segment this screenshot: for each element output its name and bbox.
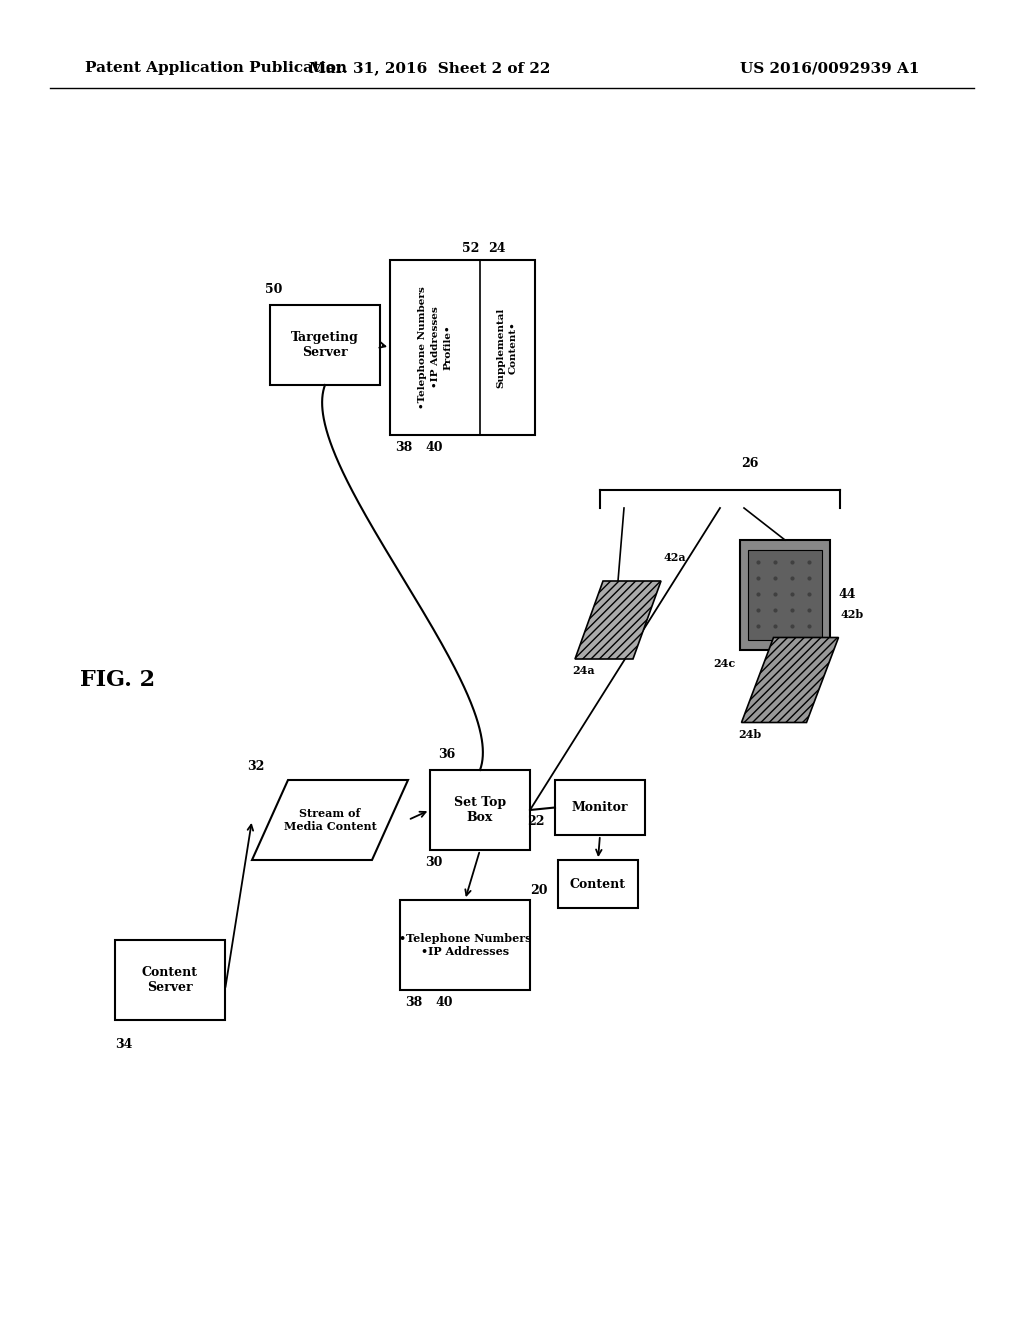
Text: 26: 26 [741, 457, 759, 470]
Text: 24c: 24c [713, 657, 735, 669]
Polygon shape [741, 638, 839, 722]
Bar [390, 260, 535, 436]
Text: US 2016/0092939 A1: US 2016/0092939 A1 [740, 61, 920, 75]
Text: •Telephone Numbers
•IP Addresses
Profile•: •Telephone Numbers •IP Addresses Profile… [418, 286, 452, 409]
Text: 42b: 42b [841, 609, 864, 619]
Bar [430, 770, 530, 850]
Bar [400, 900, 530, 990]
Text: 30: 30 [425, 855, 442, 869]
Text: Supplemental
Content•: Supplemental Content• [497, 308, 518, 388]
Text: Content: Content [570, 878, 626, 891]
Bar [748, 550, 822, 640]
Text: 24: 24 [488, 242, 506, 255]
Text: 32: 32 [247, 760, 264, 774]
Text: Set Top
Box: Set Top Box [454, 796, 506, 824]
Text: 40: 40 [425, 441, 442, 454]
Text: 42a: 42a [663, 552, 686, 564]
Text: 38: 38 [406, 997, 422, 1008]
Text: 20: 20 [530, 884, 548, 898]
Text: Monitor: Monitor [571, 801, 629, 814]
Bar [270, 305, 380, 385]
Text: 38: 38 [395, 441, 413, 454]
Bar [558, 861, 638, 908]
Bar [740, 540, 830, 649]
Text: Content
Server: Content Server [142, 966, 198, 994]
Text: Mar. 31, 2016  Sheet 2 of 22: Mar. 31, 2016 Sheet 2 of 22 [309, 61, 551, 75]
Text: 24a: 24a [572, 665, 595, 676]
Text: 52: 52 [462, 242, 479, 255]
Bar [555, 780, 645, 836]
Text: Patent Application Publication: Patent Application Publication [85, 61, 347, 75]
Text: 36: 36 [438, 748, 456, 762]
Text: 24b: 24b [738, 729, 762, 739]
Bar [115, 940, 225, 1020]
Text: •Telephone Numbers
•IP Addresses: •Telephone Numbers •IP Addresses [398, 933, 531, 957]
Text: 40: 40 [435, 997, 453, 1008]
Text: 34: 34 [115, 1038, 132, 1051]
Polygon shape [575, 581, 662, 659]
Text: Targeting
Server: Targeting Server [291, 331, 359, 359]
Text: FIG. 2: FIG. 2 [81, 669, 156, 690]
Text: 22: 22 [527, 814, 545, 828]
Text: 44: 44 [838, 589, 855, 602]
Text: Stream of
Media Content: Stream of Media Content [284, 808, 377, 832]
Text: 50: 50 [265, 282, 283, 296]
